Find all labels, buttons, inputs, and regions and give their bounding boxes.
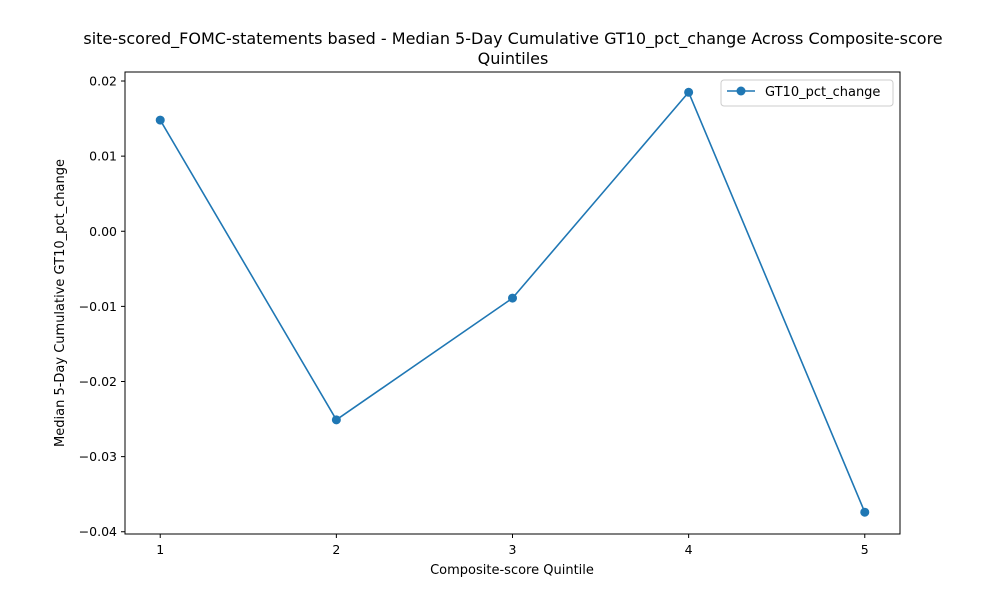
data-point (155, 115, 165, 125)
plot-frame (124, 71, 901, 535)
y-tick-label: 0.01 (89, 149, 117, 164)
legend-entry-label: GT10_pct_change (765, 85, 880, 100)
x-tick-label: 1 (156, 542, 164, 557)
y-axis: 0.02 0.01 0.00 −0.01 −0.02 −0.03 −0.04 (79, 74, 125, 539)
chart-title-line-1: site-scored_FOMC-statements based - Medi… (83, 29, 942, 49)
data-point (508, 293, 517, 303)
y-tick-label: −0.02 (79, 374, 117, 389)
y-tick-label: −0.03 (79, 449, 117, 464)
y-tick-label: 0.00 (89, 224, 117, 239)
x-tick-label: 2 (332, 542, 340, 557)
chart-title-line-2: Quintiles (478, 49, 549, 68)
x-tick-label: 3 (509, 542, 517, 557)
x-tick-label: 5 (861, 542, 869, 557)
y-tick-label: −0.04 (79, 524, 117, 539)
x-axis-label: Composite-score Quintile (430, 563, 594, 578)
x-tick-label: 4 (685, 542, 693, 557)
y-tick-label: 0.02 (89, 74, 117, 89)
data-point (860, 507, 870, 517)
y-axis-label: Median 5-Day Cumulative GT10_pct_change (53, 159, 68, 447)
legend-marker-swatch (736, 86, 746, 96)
x-axis: 1 2 3 4 5 (156, 534, 869, 557)
legend-box (720, 79, 894, 107)
plot-area (155, 87, 870, 517)
legend: GT10_pct_change (720, 79, 894, 107)
y-tick-label: −0.01 (79, 299, 117, 314)
data-point (684, 87, 694, 97)
data-point (331, 415, 341, 425)
